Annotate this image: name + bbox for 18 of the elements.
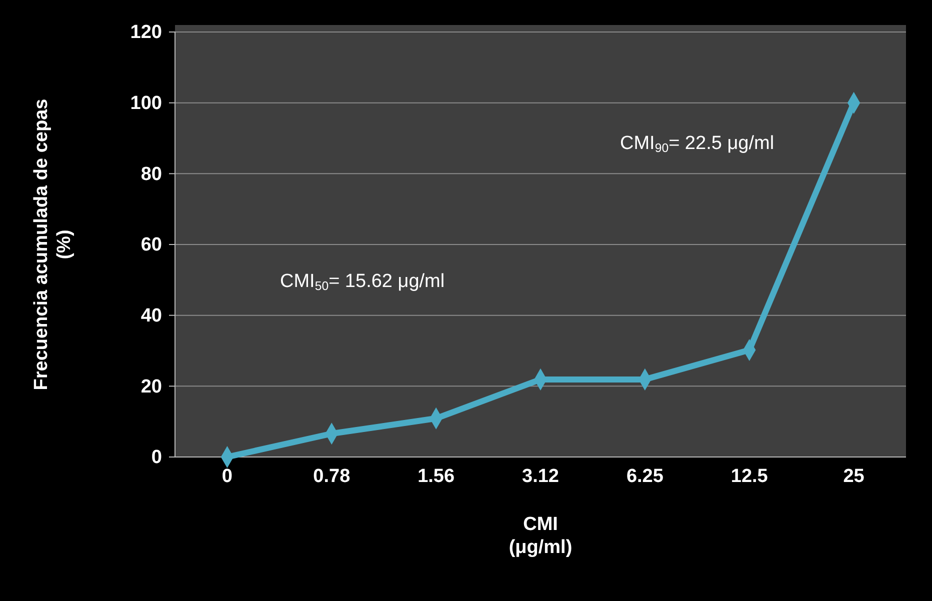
y-tick-label: 100: [130, 92, 162, 114]
x-tick-label: 6.25: [626, 466, 664, 487]
x-tick-label: 1.56: [418, 466, 455, 487]
x-tick-label: 12.5: [730, 466, 768, 487]
x-tick-label: 25: [843, 466, 865, 487]
y-tick-label: 0: [151, 447, 162, 468]
y-tick-label: 120: [130, 22, 162, 44]
x-tick-label: 0.78: [313, 466, 350, 487]
annotation: CMI$_{90}$= 22.5 μg/ml: [620, 133, 774, 155]
y-tick-label: 20: [140, 376, 162, 398]
x-tick-label: 3.12: [522, 466, 559, 487]
x-tick-label: 0: [222, 466, 233, 487]
y-tick-label: 60: [140, 234, 162, 256]
y-axis-title: Frecuencia acumulada de cepas (%): [31, 98, 75, 390]
y-tick-label: 40: [140, 305, 162, 326]
annotation: CMI$_{50}$= 15.62 μg/ml: [280, 271, 445, 293]
x-axis-title: CMI (μg/ml): [508, 514, 572, 558]
y-tick-label: 80: [140, 164, 162, 185]
